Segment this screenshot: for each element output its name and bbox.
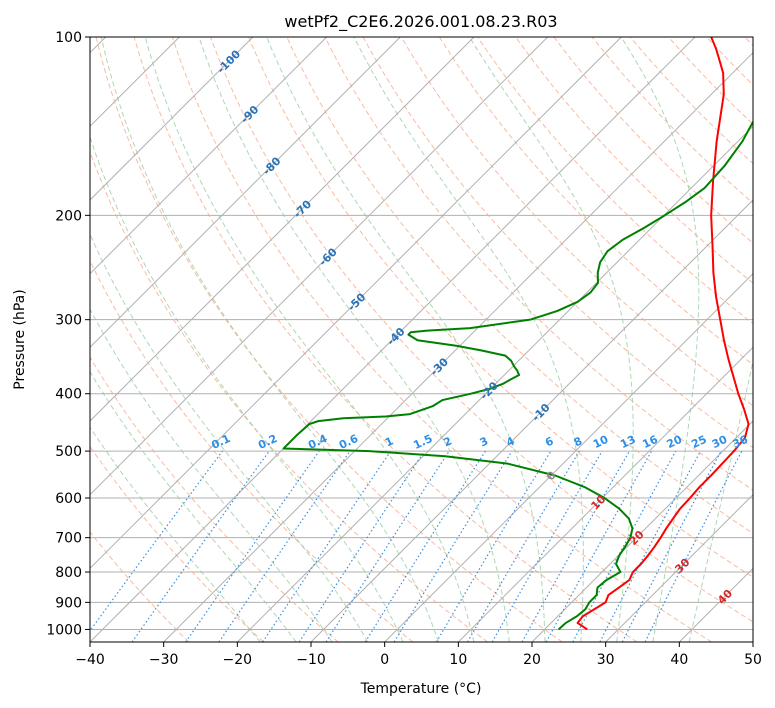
dry-adiabat: [90, 445, 264, 642]
isotherm: [457, 346, 753, 642]
moist-adiabat: [90, 233, 369, 642]
mixing-ratio-line: [521, 450, 631, 642]
mixing-ratio-label: 16: [640, 433, 660, 451]
isotherm: [90, 37, 622, 570]
moist-adiabat: [90, 135, 404, 642]
mixing-ratio-label: 25: [689, 433, 708, 451]
isotherm: [90, 37, 401, 349]
dry-adiabat: [90, 150, 488, 642]
dry-adiabat: [90, 356, 339, 642]
y-tick-label: 500: [55, 444, 82, 460]
dry-adiabat: [95, 37, 563, 642]
x-tick-label: 40: [670, 652, 688, 668]
mixing-ratio-line: [545, 450, 653, 642]
x-tick-label: 20: [523, 652, 541, 668]
x-tick-label: −10: [296, 652, 326, 668]
mixing-ratio-line: [185, 450, 320, 642]
isotherm: [90, 37, 254, 201]
isotherm: [384, 272, 753, 642]
chart-title: wetPf2_C2E6.2026.001.08.23.R03: [284, 12, 557, 32]
x-tick-label: 10: [449, 652, 467, 668]
dewpoint-profile-line: [282, 120, 753, 631]
mixing-ratio-line: [644, 450, 743, 642]
dry-adiabat: [439, 37, 753, 366]
y-tick-label: 900: [55, 595, 82, 611]
y-tick-label: 600: [55, 491, 82, 507]
dry-adiabat: [210, 37, 753, 623]
mixing-ratio-label: 36: [731, 433, 751, 451]
mixing-ratio-label: 10: [591, 433, 611, 451]
dry-adiabat: [90, 531, 190, 642]
mixing-ratio-line: [325, 450, 450, 642]
y-tick-label: 1000: [46, 622, 82, 638]
mixing-ratio-line: [572, 450, 677, 642]
y-tick-label: 300: [55, 313, 82, 329]
mixing-ratio-line: [131, 450, 270, 642]
isotherm: [90, 37, 696, 642]
moist-adiabat: [90, 308, 333, 642]
x-tick-label: 0: [380, 652, 389, 668]
mixing-ratio-line: [298, 450, 425, 642]
x-tick-label: −20: [223, 652, 253, 668]
dry-adiabat: [400, 37, 753, 407]
mixing-ratio-label: 13: [618, 433, 637, 451]
isotherm: [90, 37, 549, 496]
moist-adiabat: [198, 37, 510, 642]
dry-adiabat: [171, 37, 712, 642]
x-tick-label: 30: [597, 652, 615, 668]
isotherm: [90, 37, 328, 275]
isotherm: [605, 493, 753, 642]
y-axis-title: Pressure (hPa): [12, 289, 28, 389]
dry-adiabat: [515, 37, 753, 284]
dry-adiabat: [133, 37, 638, 642]
moist-adiabat: [90, 426, 261, 642]
y-tick-label: 800: [55, 565, 82, 581]
tick-layer: −40 −30 −20 −10 0 10 20 30 40 50 100 200 300 400 500 60…: [46, 30, 762, 668]
mixing-ratio-line: [262, 450, 392, 642]
plot-content: -100-90-80-70-60-50-40-30-20-10010203040…: [90, 37, 753, 642]
dry-adiabat: [248, 37, 753, 578]
isotherm: [531, 420, 753, 642]
x-tick-label: 50: [744, 652, 762, 668]
x-tick-label: −30: [149, 652, 179, 668]
axes-frame: [89, 36, 754, 643]
isotherm: [90, 37, 475, 422]
isotherm: [236, 125, 753, 642]
temperature-profile-line: [576, 37, 750, 631]
mixing-ratio-label: 30: [710, 433, 730, 451]
y-tick-label: 200: [55, 208, 82, 224]
mixing-ratio-line: [393, 450, 513, 642]
moist-adiabat: [266, 37, 546, 642]
isotherm: [310, 199, 753, 642]
dry-adiabat: [324, 37, 753, 491]
moist-adiabat: [100, 37, 439, 642]
y-tick-label: 400: [55, 387, 82, 403]
y-tick-label: 100: [55, 30, 82, 46]
axes-border: [89, 36, 754, 643]
y-tick-label: 700: [55, 531, 82, 547]
isotherm: [163, 51, 753, 642]
moist-adiabat: [144, 37, 475, 642]
mixing-ratio-label: 20: [665, 433, 685, 451]
x-tick-label: −40: [75, 652, 105, 668]
mixing-ratio-line: [218, 450, 351, 642]
moist-adiabat: [620, 37, 700, 642]
mixing-ratio-line: [90, 450, 223, 632]
x-axis-title: Temperature (°C): [360, 681, 482, 697]
moist-adiabat: [353, 37, 584, 642]
moist-adiabat: [688, 358, 753, 642]
plot-area-background: [90, 37, 753, 642]
